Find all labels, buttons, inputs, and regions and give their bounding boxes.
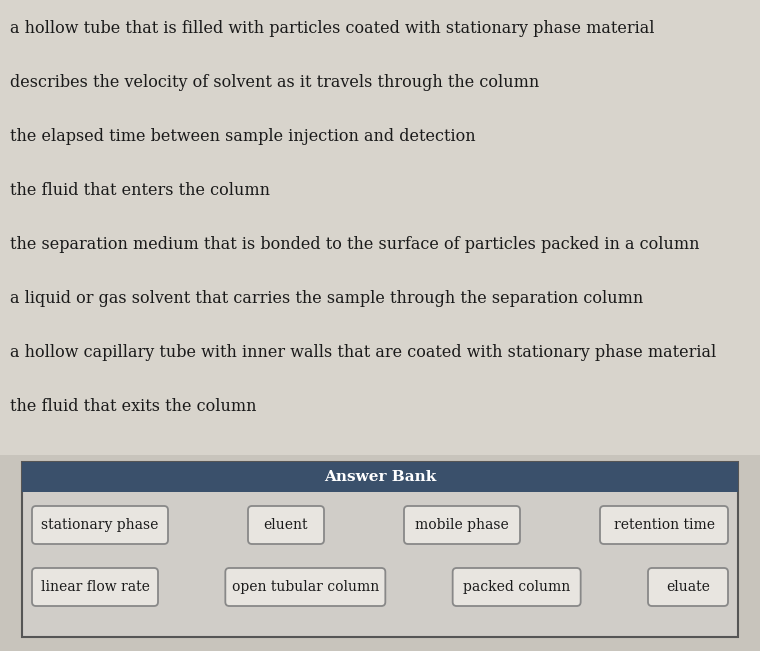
FancyBboxPatch shape <box>225 568 385 606</box>
FancyBboxPatch shape <box>248 506 324 544</box>
Text: describes the velocity of solvent as it travels through the column: describes the velocity of solvent as it … <box>10 74 540 91</box>
FancyBboxPatch shape <box>32 506 168 544</box>
Text: Answer Bank: Answer Bank <box>324 470 436 484</box>
FancyBboxPatch shape <box>22 462 738 492</box>
FancyBboxPatch shape <box>648 568 728 606</box>
Text: stationary phase: stationary phase <box>41 518 159 532</box>
Text: a liquid or gas solvent that carries the sample through the separation column: a liquid or gas solvent that carries the… <box>10 290 643 307</box>
Text: open tubular column: open tubular column <box>232 580 379 594</box>
Text: the separation medium that is bonded to the surface of particles packed in a col: the separation medium that is bonded to … <box>10 236 699 253</box>
FancyBboxPatch shape <box>453 568 581 606</box>
Bar <box>0 0 760 455</box>
Text: the elapsed time between sample injection and detection: the elapsed time between sample injectio… <box>10 128 476 145</box>
FancyBboxPatch shape <box>22 462 738 637</box>
FancyBboxPatch shape <box>404 506 520 544</box>
Text: eluate: eluate <box>666 580 710 594</box>
Text: linear flow rate: linear flow rate <box>40 580 150 594</box>
FancyBboxPatch shape <box>32 568 158 606</box>
Text: retention time: retention time <box>613 518 714 532</box>
Text: the fluid that enters the column: the fluid that enters the column <box>10 182 270 199</box>
Text: mobile phase: mobile phase <box>415 518 509 532</box>
Text: eluent: eluent <box>264 518 309 532</box>
Text: the fluid that exits the column: the fluid that exits the column <box>10 398 256 415</box>
Text: a hollow capillary tube with inner walls that are coated with stationary phase m: a hollow capillary tube with inner walls… <box>10 344 716 361</box>
Text: a hollow tube that is filled with particles coated with stationary phase materia: a hollow tube that is filled with partic… <box>10 20 654 37</box>
FancyBboxPatch shape <box>600 506 728 544</box>
Text: packed column: packed column <box>463 580 570 594</box>
